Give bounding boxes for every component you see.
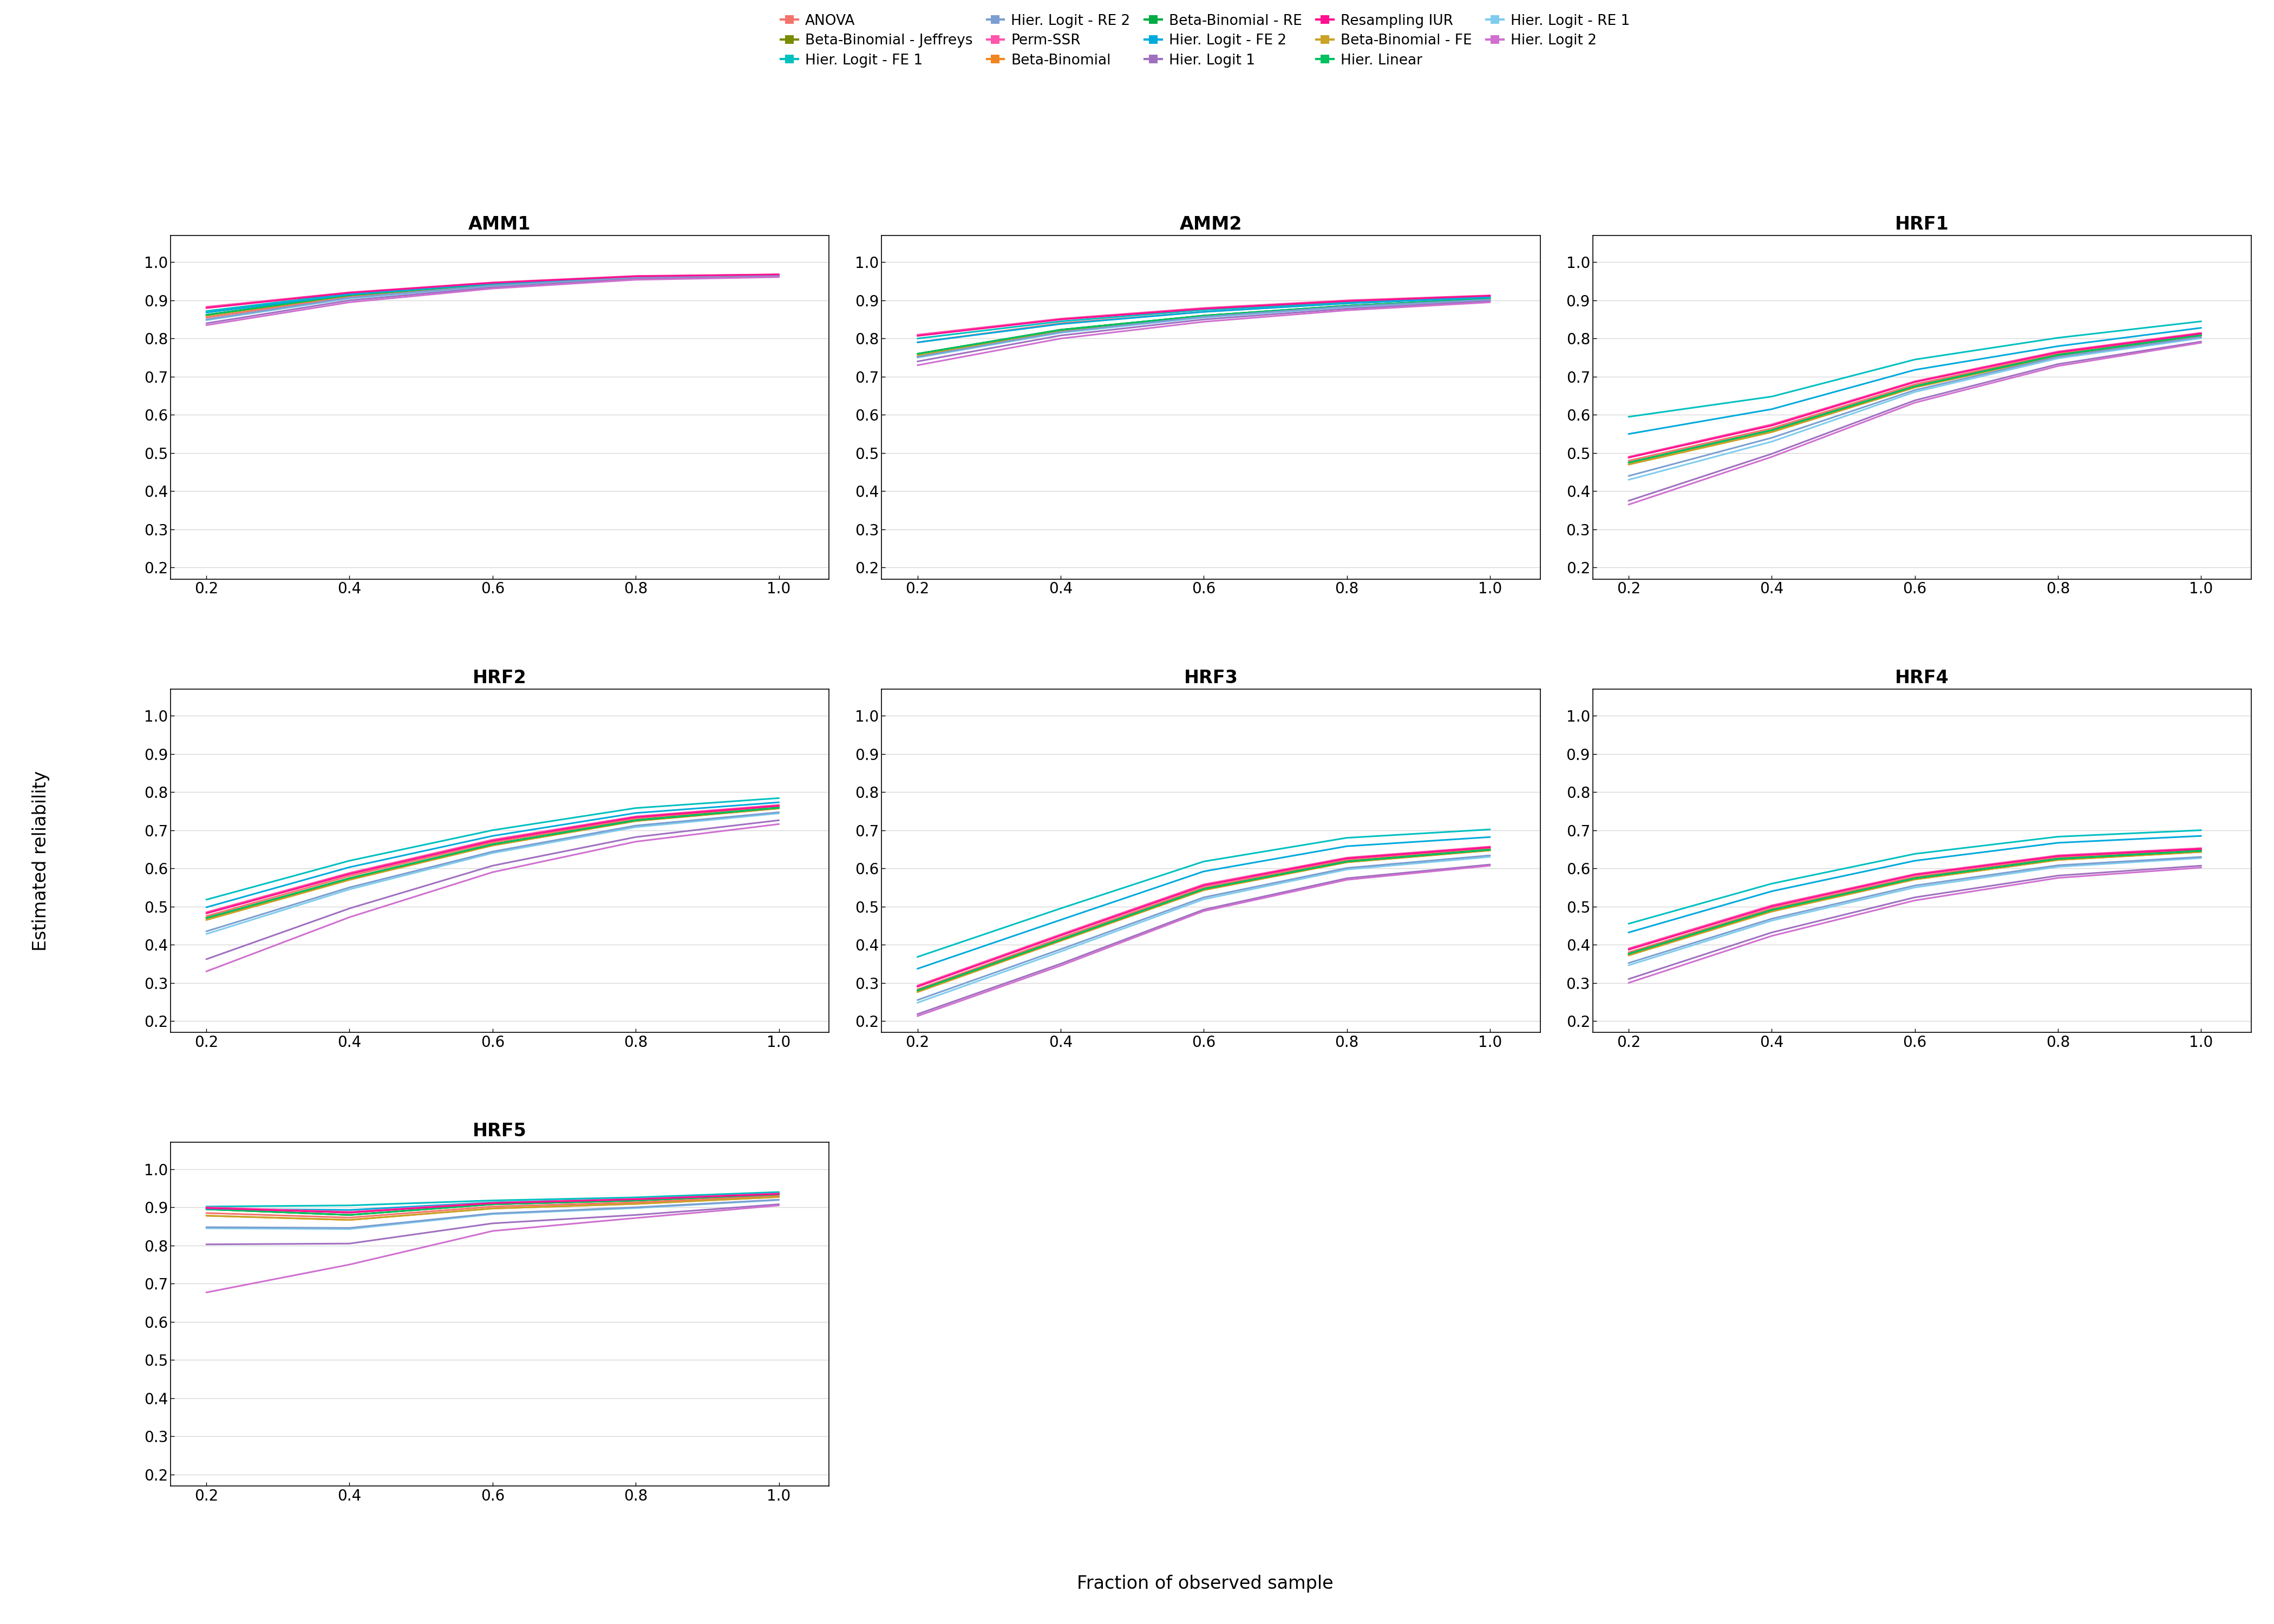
Title: HRF3: HRF3 <box>1185 669 1237 687</box>
Text: Fraction of observed sample: Fraction of observed sample <box>1078 1575 1333 1592</box>
Title: HRF4: HRF4 <box>1894 669 1949 687</box>
Title: HRF1: HRF1 <box>1894 216 1949 234</box>
Legend: ANOVA, Beta-Binomial - Jeffreys, Hier. Logit - FE 1, Hier. Logit - RE 2, Perm-SS: ANOVA, Beta-Binomial - Jeffreys, Hier. L… <box>775 8 1635 73</box>
Title: AMM1: AMM1 <box>468 216 532 234</box>
Title: AMM2: AMM2 <box>1180 216 1242 234</box>
Title: HRF5: HRF5 <box>473 1122 528 1140</box>
Text: Estimated reliability: Estimated reliability <box>32 770 50 952</box>
Title: HRF2: HRF2 <box>473 669 528 687</box>
